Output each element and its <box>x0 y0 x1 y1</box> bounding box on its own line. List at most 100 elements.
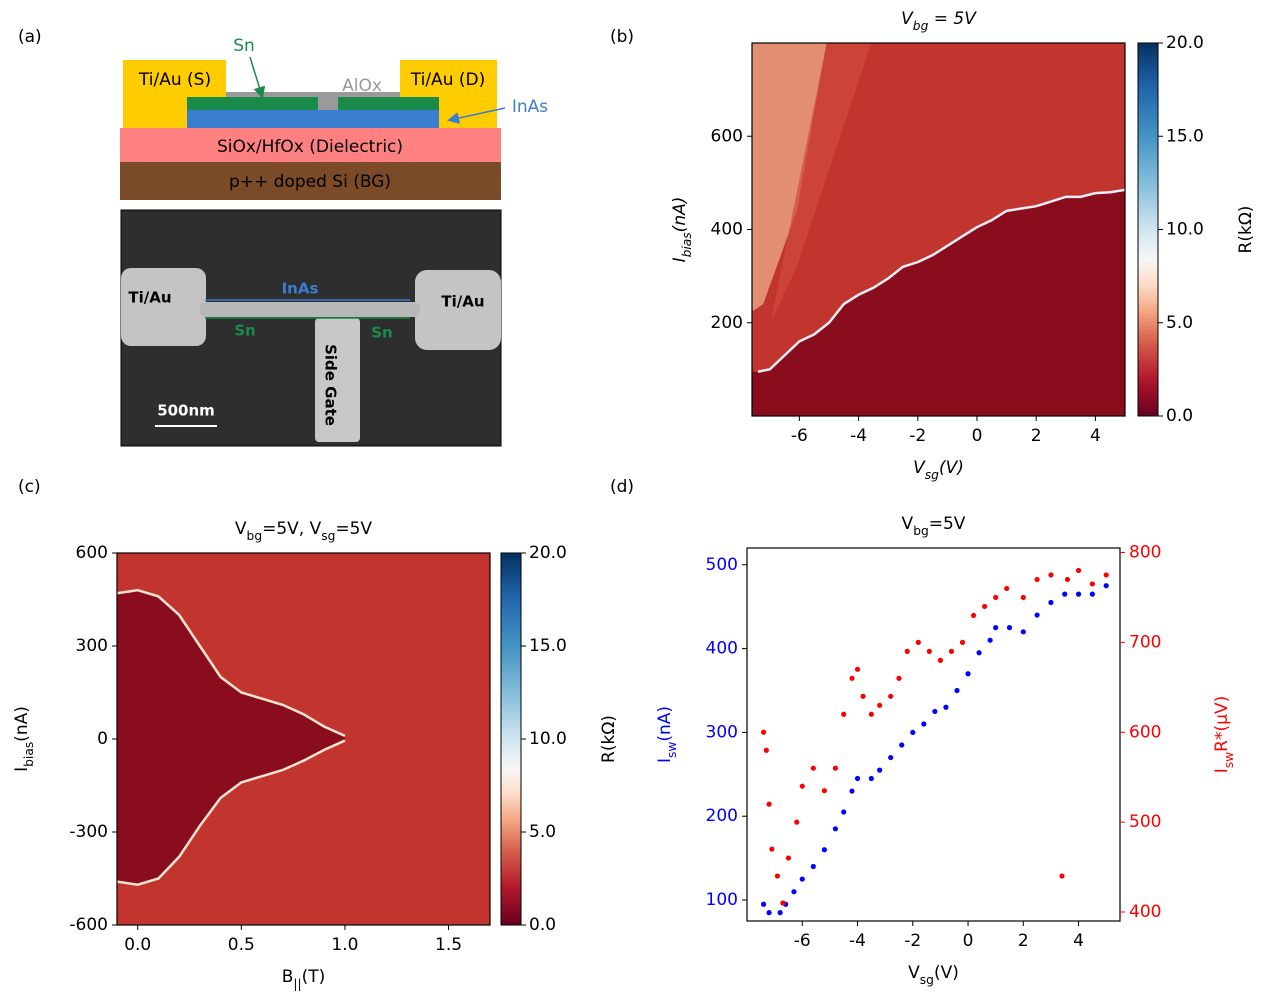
panel-label: (c) <box>18 477 41 497</box>
data-point <box>841 712 846 717</box>
label: Sn <box>234 322 255 340</box>
label-part: sg <box>920 973 934 987</box>
y-axis-label: Ibias(nA) <box>670 197 694 263</box>
data-point <box>1007 625 1012 630</box>
label: Ti/Au <box>441 293 484 311</box>
y-tick-label: 100 <box>706 890 738 910</box>
x-tick-label: -6 <box>791 426 808 446</box>
label-part: sg <box>925 468 939 482</box>
y-tick-label: 600 <box>76 543 108 563</box>
data-point <box>965 671 970 676</box>
colorbar-tick-label: 15.0 <box>1166 126 1204 146</box>
y-tick-label: 300 <box>76 636 108 656</box>
data-point <box>761 902 766 907</box>
y2-tick-label: 400 <box>1129 902 1161 922</box>
data-point <box>855 667 860 672</box>
colorbar-label: R(kΩ) <box>1236 206 1256 254</box>
data-point <box>869 776 874 781</box>
data-point <box>780 900 785 905</box>
colorbar-tick-label: 15.0 <box>529 636 567 656</box>
panel-label: (d) <box>610 477 634 497</box>
label-part: =5V, V <box>262 519 321 539</box>
x-tick-label: 2 <box>1018 931 1029 951</box>
label: p++ doped Si (BG) <box>229 172 391 192</box>
data-point <box>800 784 805 789</box>
colorbar-tick-label: 20.0 <box>529 543 567 563</box>
data-point <box>1035 577 1040 582</box>
colorbar-tick-label: 5.0 <box>529 822 556 842</box>
data-point <box>1062 592 1067 597</box>
colorbar <box>501 553 521 925</box>
layer <box>187 97 439 110</box>
label-part: (nA) <box>670 197 690 233</box>
x-tick-label: 2 <box>1031 426 1042 446</box>
figure: (a) (b) (c) (d) Sn AlOx Ti/Au (S) Ti/Au … <box>0 0 1266 1000</box>
data-point <box>899 742 904 747</box>
data-point <box>833 826 838 831</box>
label-part: V <box>902 514 914 534</box>
x-tick-label: -4 <box>849 931 866 951</box>
label: Ti/Au (S) <box>138 70 211 90</box>
data-point <box>877 703 882 708</box>
colorbar-tick-label: 5.0 <box>1166 313 1193 333</box>
y-tick-label: 400 <box>706 639 738 659</box>
data-point <box>938 658 943 663</box>
colorbar <box>1138 43 1158 416</box>
y-tick-label: -600 <box>69 915 108 935</box>
data-point <box>954 688 959 693</box>
label-part: (V) <box>939 458 964 478</box>
data-point <box>811 766 816 771</box>
y2-tick-label: 800 <box>1129 542 1161 562</box>
label: AlOx <box>342 76 382 96</box>
data-point <box>971 613 976 618</box>
colorbar-tick-label: 0.0 <box>529 915 556 935</box>
x-tick-label: -2 <box>904 931 921 951</box>
x-tick-label: -4 <box>850 426 867 446</box>
data-point <box>1048 600 1053 605</box>
y-tick-label: -300 <box>69 822 108 842</box>
y2-tick-label: 500 <box>1129 812 1161 832</box>
label-part: bg <box>247 529 263 543</box>
colorbar-tick-label: 10.0 <box>529 729 567 749</box>
data-point <box>767 910 772 915</box>
label-part: sw <box>1222 752 1236 768</box>
data-point <box>1076 592 1081 597</box>
plot-area <box>752 43 1125 416</box>
data-point <box>921 721 926 726</box>
data-point <box>905 649 910 654</box>
label-part: R*(μV) <box>1212 696 1232 752</box>
data-point <box>993 625 998 630</box>
y-tick-label: 300 <box>706 722 738 742</box>
schematic: Sn AlOx Ti/Au (S) Ti/Au (D) InAs SiOx/Hf… <box>120 36 548 200</box>
data-point <box>786 855 791 860</box>
label-part: =5V <box>929 514 966 534</box>
label-part: (nA) <box>12 706 32 742</box>
data-point <box>1035 612 1040 617</box>
data-point <box>1104 572 1109 577</box>
data-point <box>982 604 987 609</box>
x-tick-label: 0 <box>963 931 974 951</box>
label: Ti/Au <box>128 289 171 307</box>
label: InAs <box>512 97 548 117</box>
data-point <box>1048 572 1053 577</box>
data-point <box>988 638 993 643</box>
label-part: sw <box>665 742 679 758</box>
label-part: = 5V <box>928 9 977 29</box>
data-point <box>960 640 965 645</box>
label: Sn <box>371 324 392 342</box>
nanowire <box>200 302 420 317</box>
data-point <box>1090 581 1095 586</box>
x-axis-label: B||(T) <box>282 967 326 992</box>
label-part: (T) <box>302 967 326 987</box>
label-part: bg <box>913 19 929 33</box>
data-point <box>943 705 948 710</box>
x-tick-label: 1.0 <box>331 935 358 955</box>
label-part: V <box>235 519 247 539</box>
chart-title: Vbg = 5V <box>901 9 977 33</box>
data-point <box>1104 583 1109 588</box>
data-point <box>841 809 846 814</box>
data-point <box>1021 595 1026 600</box>
label-part: bg <box>913 524 929 538</box>
plot-area <box>761 568 1109 915</box>
colorbar-label: R(kΩ) <box>599 715 619 763</box>
